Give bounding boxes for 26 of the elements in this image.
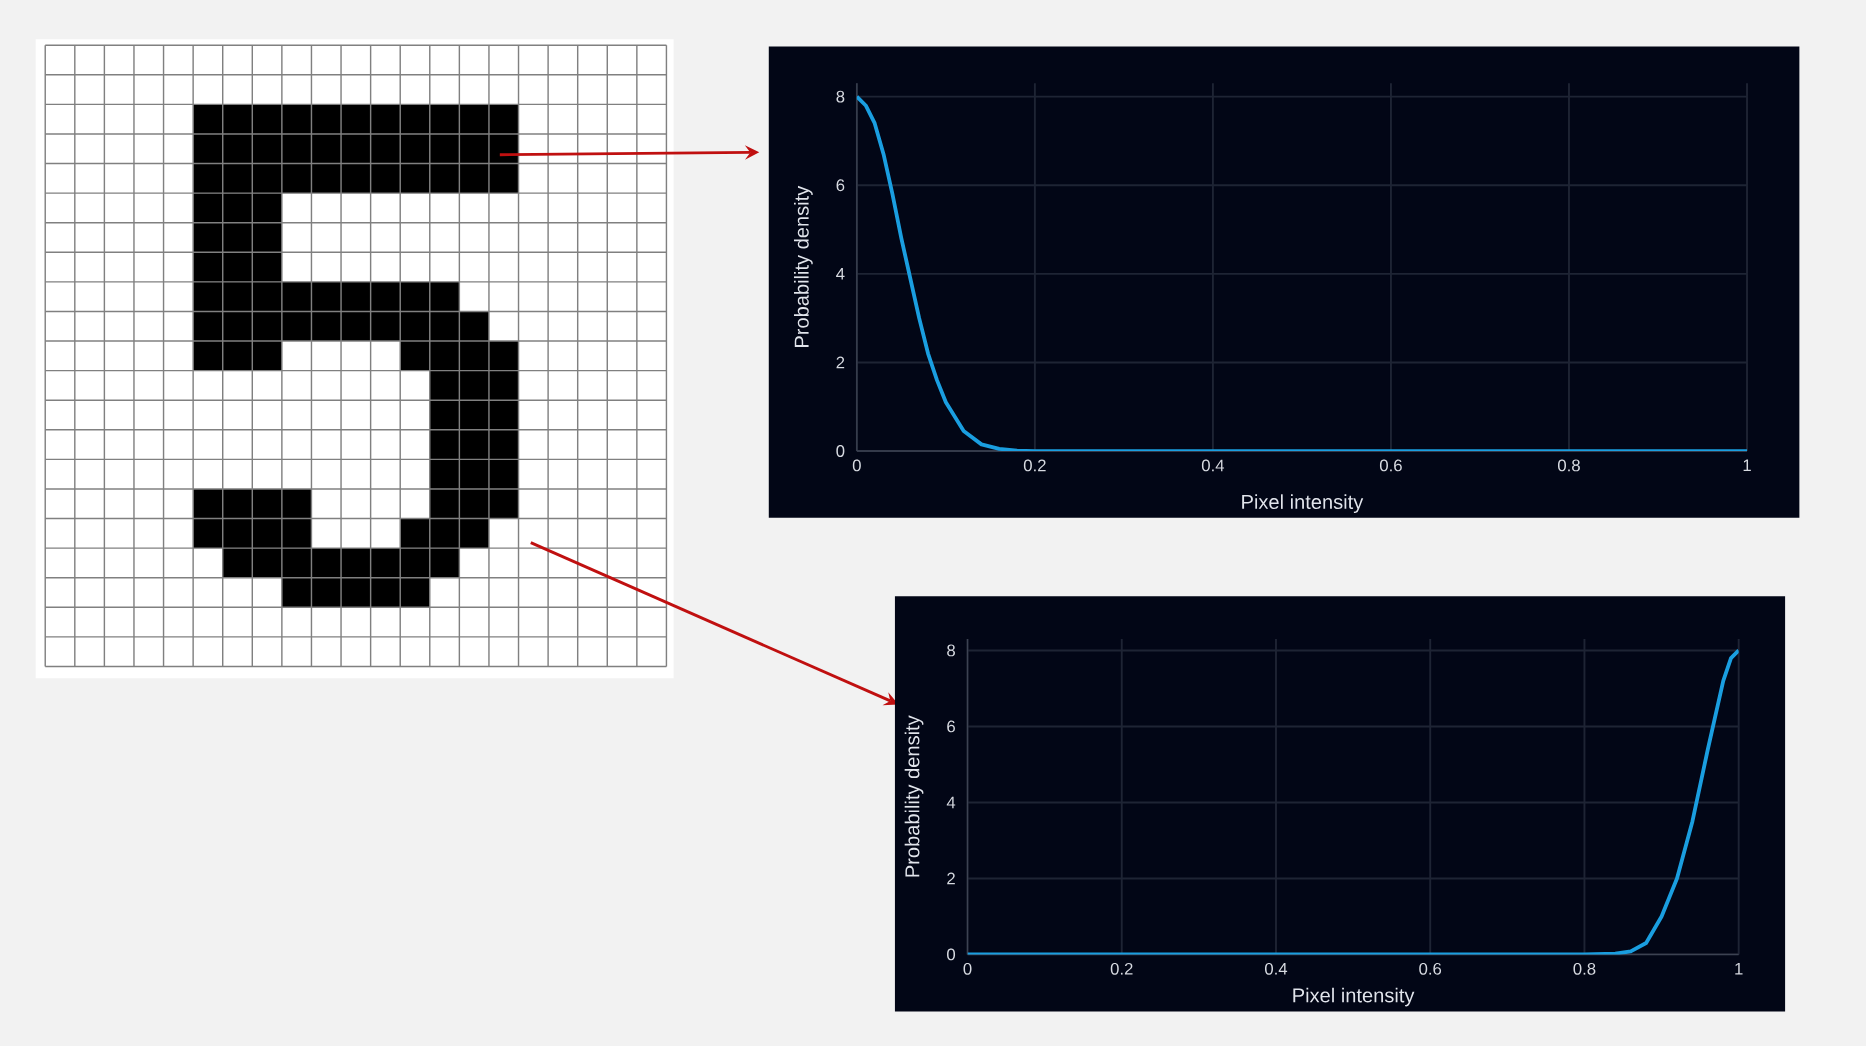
y-tick-label: 2 [947, 872, 955, 885]
x-tick-label: 0 [852, 459, 861, 472]
x-tick-label: 0.8 [1573, 962, 1596, 975]
x-tick-label: 1 [1735, 962, 1743, 975]
y-tick-label: 4 [836, 268, 845, 280]
y-tick-label: 4 [946, 796, 956, 809]
x-tick-label: 1 [1743, 459, 1751, 471]
x-tick-label: 0.4 [1264, 962, 1288, 975]
y-tick-label: 6 [836, 179, 845, 192]
y-tick-label: 8 [836, 90, 845, 103]
x-tick-label: 0 [963, 962, 972, 975]
x-axis-title: Pixel intensity [1293, 987, 1415, 1007]
y-axis-title: Probability density [904, 715, 924, 877]
y-tick-label: 6 [947, 720, 955, 733]
x-axis-title: Pixel intensity [1242, 494, 1364, 513]
x-tick-label: 0.2 [1110, 962, 1133, 975]
y-tick-label: 0 [836, 445, 845, 457]
x-tick-label: 0.4 [1201, 459, 1225, 472]
x-tick-label: 0.8 [1557, 459, 1580, 472]
y-tick-label: 8 [947, 644, 955, 657]
y-axis-title: Probability density [793, 185, 813, 347]
x-tick-label: 0.2 [1023, 459, 1046, 472]
y-tick-label: 2 [836, 356, 845, 369]
x-tick-label: 0.6 [1379, 459, 1402, 472]
y-tick-label: 0 [947, 948, 956, 961]
x-tick-label: 0.6 [1419, 962, 1442, 975]
